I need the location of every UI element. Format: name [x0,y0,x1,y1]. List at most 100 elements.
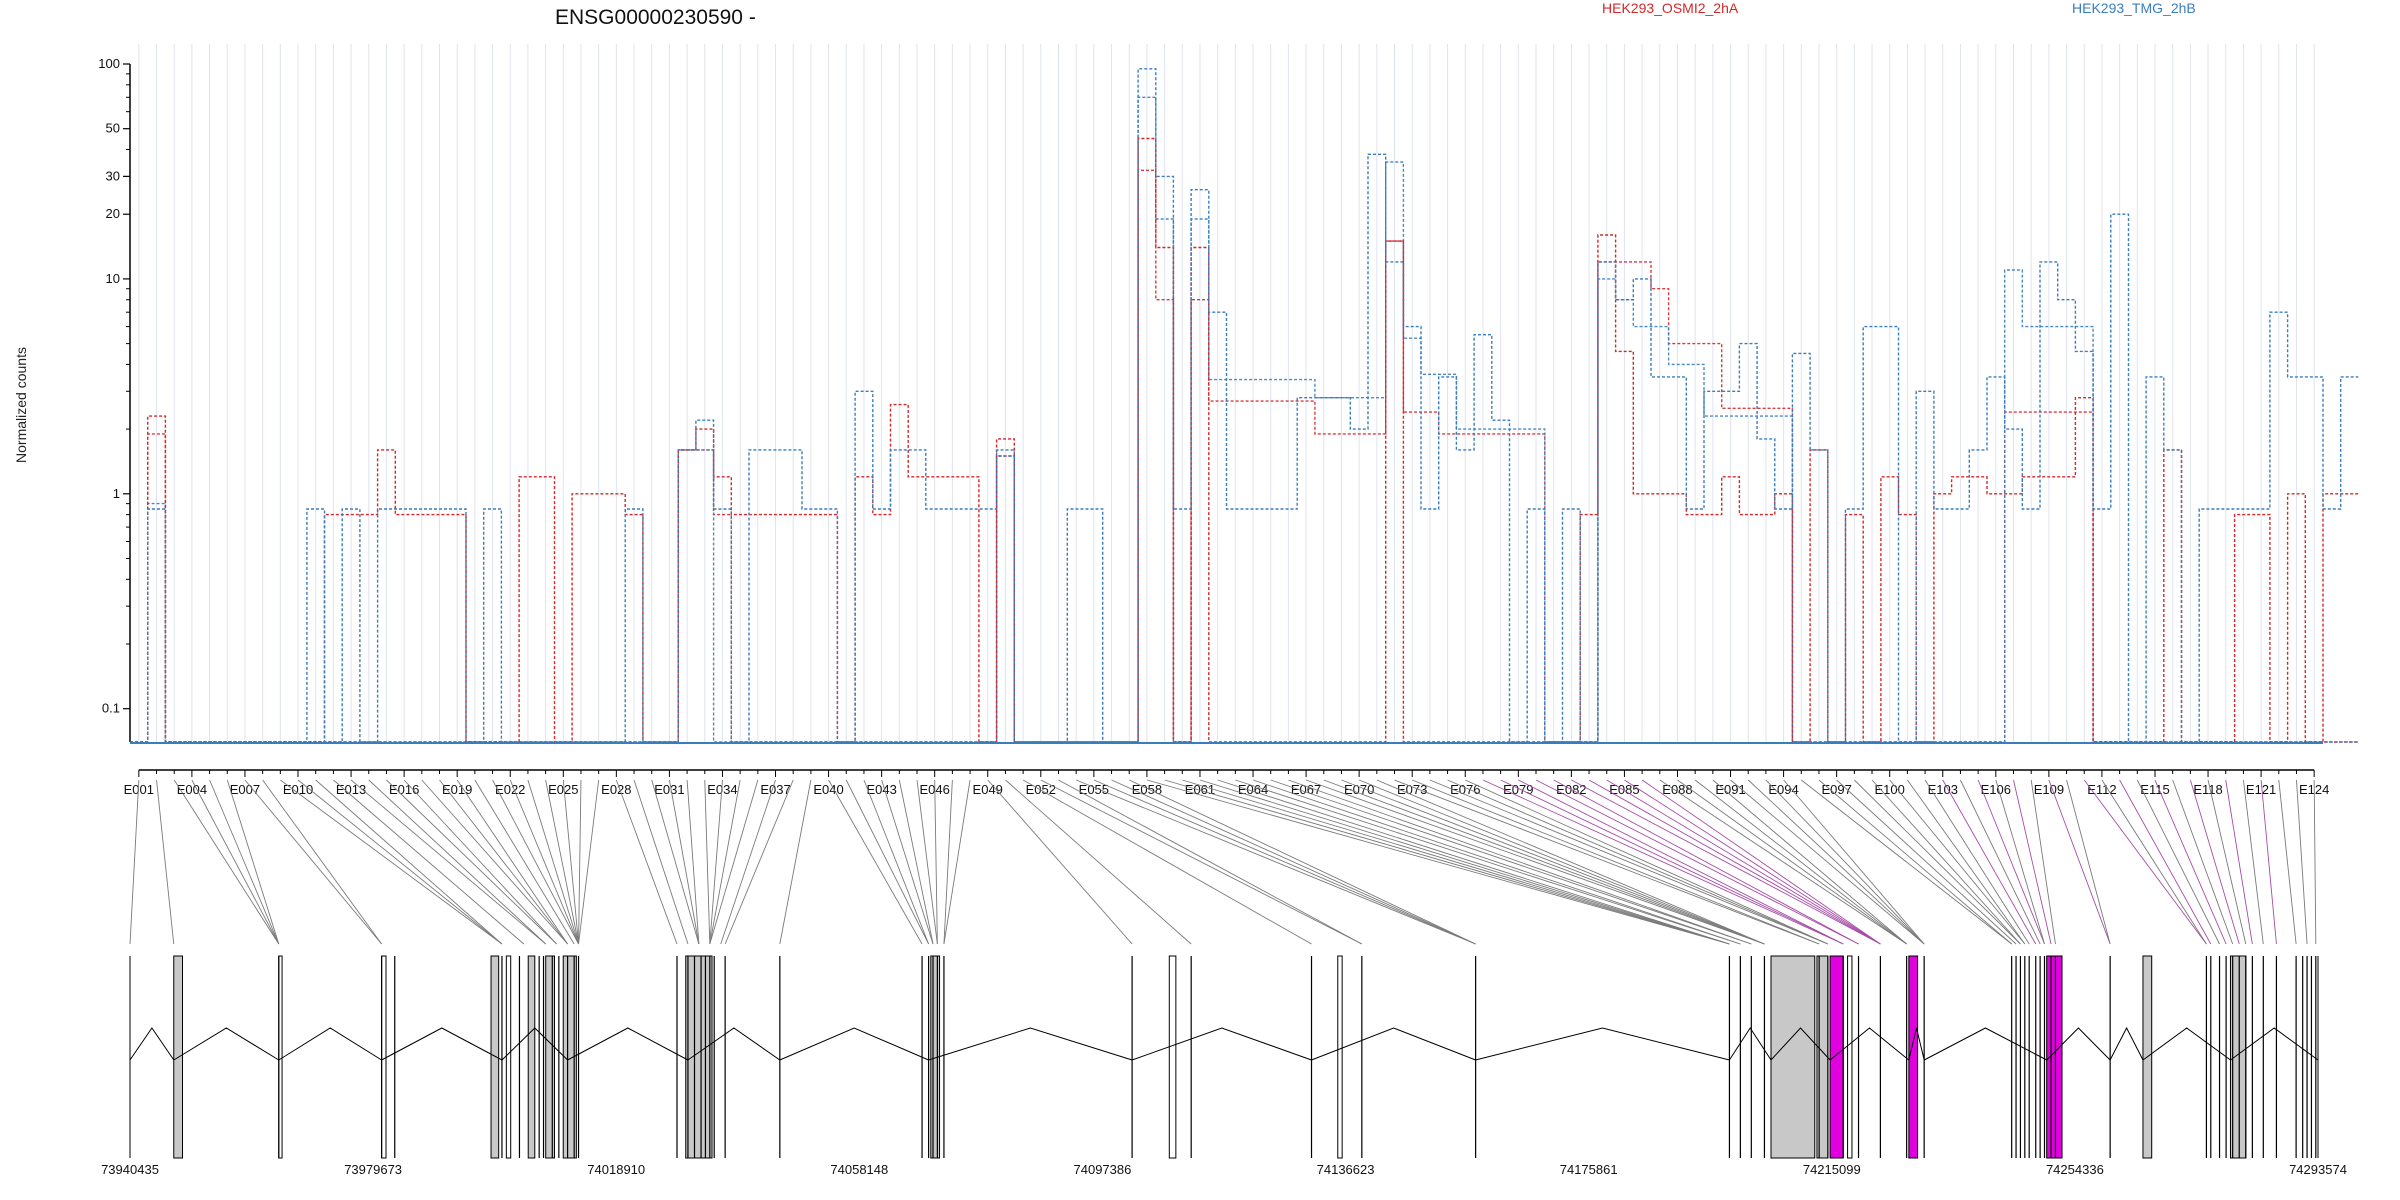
x-tick-label: E097 [1821,782,1851,797]
exon-connector [2030,779,2056,945]
exon-connector [709,779,759,945]
exon-connector [709,779,741,945]
exon-connector [333,779,525,945]
exon-connector [1482,779,1844,945]
exon-connector [2048,779,2111,945]
exon-connector [881,779,934,945]
exon-connector [191,779,280,945]
exon-connector [651,779,700,945]
series-line [130,137,2359,743]
x-tick-label: E091 [1715,782,1745,797]
x-tick-label: E070 [1344,782,1374,797]
exon-connector [2066,779,2111,945]
exon-connector [943,779,971,945]
exon-block [490,955,500,1159]
exon-connector [943,779,953,945]
x-tick-label: E043 [866,782,896,797]
exon-connector [1323,779,1765,945]
x-tick-label: E106 [1981,782,2011,797]
exon-connector [1429,779,1829,945]
exon-connector [1164,779,1730,945]
exon-connector-lines [129,779,2317,945]
exon-connector [1907,779,2026,945]
exon-connector [1129,779,1476,945]
y-tick-label: 1 [113,486,120,501]
exon-connector [1712,779,1907,945]
exon-connector [1358,779,1765,945]
y-axis: 0.1 1 10 20 30 50 100 [98,56,131,742]
x-tick-label: E073 [1397,782,1427,797]
exon-connector [916,779,938,945]
x-tick-label: E034 [707,782,737,797]
exon-connector [474,779,575,945]
y-tick-label: 0.1 [102,701,120,716]
exon-connector [2083,779,2207,945]
exon-block [381,955,387,1159]
y-tick-label: 10 [106,271,120,286]
exon-connector [297,779,503,945]
exon-connector [1783,779,1925,945]
exon-connector [2242,779,2264,945]
exon-connector [368,779,547,945]
exon-connector [724,779,794,945]
exon-connector [226,779,280,945]
exon-connector [439,779,568,945]
exon-connector [633,779,689,945]
exon-connector [1412,779,1820,945]
genomic-tick-label: 74097386 [1074,1162,1132,1177]
exon-connector [1924,779,2030,945]
exon-connector [1500,779,1844,945]
exon-connector [1394,779,1820,945]
exon-block [1829,955,1844,1159]
exon-connector [562,779,579,945]
exon-connector [1818,779,2012,945]
exon-connector [2172,779,2234,945]
genomic-tick-label: 74136623 [1317,1162,1375,1177]
exon-connector [2278,779,2297,945]
exon-block [545,955,555,1159]
exon-connector [615,779,678,945]
x-tick-label: E109 [2034,782,2064,797]
x-tick-label: E055 [1079,782,1109,797]
exon-connector [1960,779,2041,945]
exon-connector [173,779,280,945]
exon-connector [1765,779,1925,945]
gene-model-track [129,955,2319,1159]
genomic-tick-label: 73940435 [101,1162,159,1177]
x-tick-label: E013 [336,782,366,797]
exon-block [505,955,512,1159]
x-tick-label: E058 [1132,782,1162,797]
x-tick-label: E001 [124,782,154,797]
genomic-tick-label: 74058148 [830,1162,888,1177]
exon-connector [1005,779,1192,945]
exon-connector [2101,779,2207,945]
exon-connector [686,779,700,945]
exon-connector [2136,779,2220,945]
x-axis: E001 E004 E007 E010 E013 E016 E019 E022 E025 E028… [124,769,2329,797]
exon-connector [1977,779,2045,945]
gene-title: ENSG00000230590 - [555,6,756,29]
exon-connector [509,779,579,945]
x-tick-label: E064 [1238,782,1268,797]
exon-connector [1058,779,1363,945]
exon-connector [934,779,938,945]
exon-connector [129,779,140,945]
exon-connector [1182,779,1730,945]
exon-block [1847,955,1853,1159]
exon-connector [1677,779,1907,945]
exon-connector [1694,779,1907,945]
series-line [130,68,2359,743]
exon-connector [578,779,600,945]
exon-connector [1376,779,1765,945]
x-tick-label: E016 [389,782,419,797]
exon-connector [1288,779,1752,945]
exon-connector [720,779,776,945]
exon-connector [863,779,930,945]
exon-connector [898,779,934,945]
exon-connector [668,779,700,945]
exon-connector [1871,779,2021,945]
exon-connector [987,779,1133,945]
exon-connector [578,779,582,945]
exon-connector [2296,779,2308,945]
